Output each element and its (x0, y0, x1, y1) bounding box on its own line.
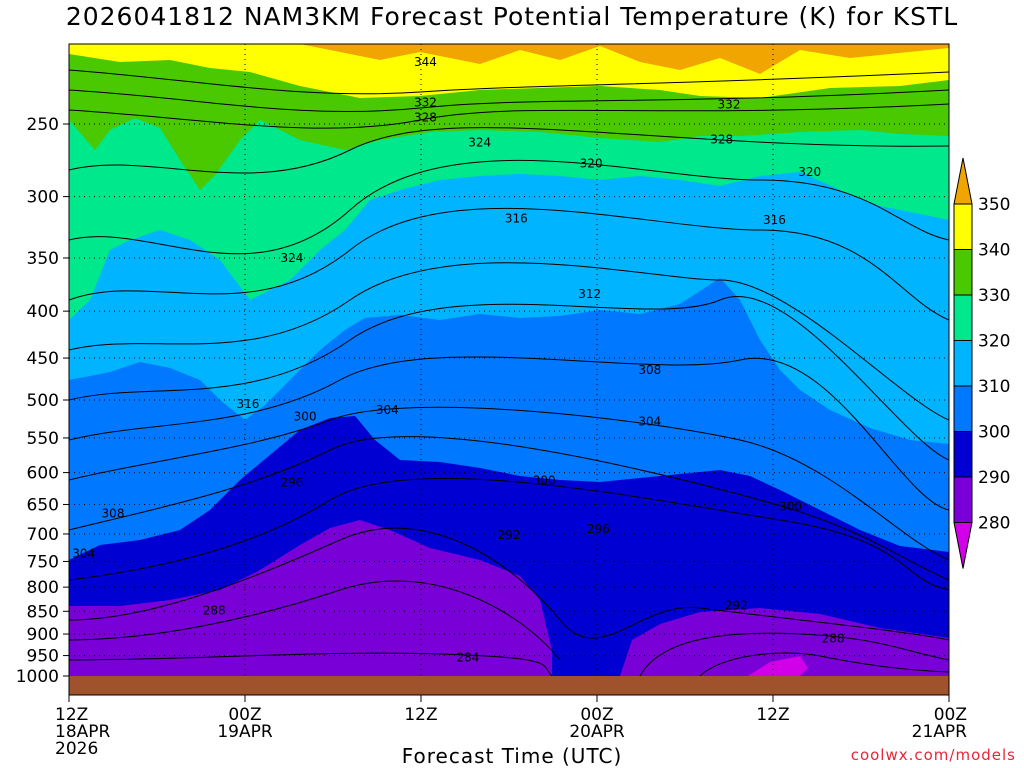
ground-surface (69, 676, 949, 695)
y-tick-label: 900 (27, 625, 59, 645)
contour-label: 300 (533, 473, 556, 487)
contour-label: 296 (280, 475, 303, 489)
colorbar-segment (953, 385, 973, 432)
contour-label: 332 (718, 97, 741, 111)
colorbar-segment (953, 294, 973, 341)
contour-label: 316 (236, 397, 259, 411)
colorbar-bottom-arrow (953, 522, 973, 569)
x-tick-label: 12Z (404, 705, 437, 725)
band-280-290 (69, 520, 949, 676)
x-tick-label: 18APR (55, 722, 111, 742)
y-tick-label: 500 (27, 391, 59, 411)
colorbar-segment (953, 431, 973, 478)
colorbar-label: 350 (978, 195, 1010, 215)
contour-label: 304 (638, 415, 661, 429)
contour-label: 292 (498, 528, 521, 542)
x-tick-label: 00Z (934, 705, 967, 725)
y-tick-label: 450 (27, 349, 59, 369)
contour-label: 344 (414, 55, 437, 69)
y-tick-label: 800 (27, 578, 59, 598)
contour-label: 304 (376, 403, 399, 417)
contour-label: 296 (587, 522, 610, 536)
contour-label: 300 (779, 499, 802, 513)
y-tick-label: 350 (27, 249, 59, 269)
y-tick-label: 550 (27, 429, 59, 449)
contour-label: 312 (578, 287, 601, 301)
colorbar-label: 300 (978, 423, 1010, 443)
contour-label: 316 (763, 213, 786, 227)
chart-title: 2026041812 NAM3KM Forecast Potential Tem… (65, 2, 959, 31)
x-tick-label: 20APR (569, 722, 625, 742)
band-below-280 (748, 656, 808, 676)
contour-label: 288 (822, 631, 845, 645)
x-tick-label: 12Z (756, 705, 789, 725)
contour-label: 328 (710, 133, 733, 147)
colorbar-label: 290 (978, 468, 1010, 488)
colorbar-label: 340 (978, 241, 1010, 261)
x-tick-label: 00Z (228, 705, 261, 725)
y-tick-label: 250 (27, 115, 59, 135)
contour-label: 320 (798, 165, 821, 179)
colorbar-label: 320 (978, 332, 1010, 352)
plot-frame (68, 43, 950, 696)
contour-label: 316 (505, 212, 528, 226)
colorbar-segment (953, 203, 973, 250)
y-tick-label: 600 (27, 464, 59, 484)
colorbar-label: 280 (978, 514, 1010, 534)
y-tick-label: 750 (27, 552, 59, 572)
contour-label: 292 (725, 599, 748, 613)
contour-label: 300 (294, 409, 317, 423)
colorbar: 350 340 330 320 310 300 290 280 (953, 157, 1010, 569)
y-tick-label: 1000 (16, 667, 59, 687)
y-tick-label: 950 (27, 647, 59, 667)
colorbar-label: 310 (978, 377, 1010, 397)
colorbar-top-arrow (953, 157, 973, 205)
x-tick-label: 2026 (55, 739, 98, 759)
y-tick-label: 700 (27, 525, 59, 545)
y-tick-label: 300 (27, 188, 59, 208)
contour-label: 324 (468, 136, 491, 150)
contour-label: 288 (203, 603, 226, 617)
contour-label: 304 (72, 546, 95, 560)
contour-label: 328 (414, 111, 437, 125)
x-tick-label: 00Z (580, 705, 613, 725)
x-tick-label: 19APR (217, 722, 273, 742)
contour-label: 324 (280, 251, 303, 265)
colorbar-segment (953, 340, 973, 387)
x-tick-label: 12Z (55, 705, 88, 725)
y-tick-label: 400 (27, 302, 59, 322)
contour-label: 320 (580, 156, 603, 170)
contour-label: 308 (102, 507, 125, 521)
colorbar-segment (953, 249, 973, 296)
contour-label: 284 (456, 651, 479, 665)
credit-text: coolwx.com/models (850, 746, 1016, 764)
colorbar-segment (953, 476, 973, 523)
contour-labels: 3443323283243203163123083043002962922922… (72, 55, 844, 665)
x-axis-label: Forecast Time (UTC) (401, 744, 623, 768)
y-tick-label: 850 (27, 602, 59, 622)
y-axis: 250 300 350 400 450 500 550 600 650 700 750 800 850 9… (16, 115, 69, 687)
contour-label: 308 (638, 363, 661, 377)
colorbar-label: 330 (978, 286, 1010, 306)
y-tick-label: 650 (27, 495, 59, 515)
contour-label: 332 (414, 96, 437, 110)
temperature-bands (69, 44, 949, 676)
grid (69, 44, 949, 676)
x-tick-label: 21APR (912, 722, 968, 742)
